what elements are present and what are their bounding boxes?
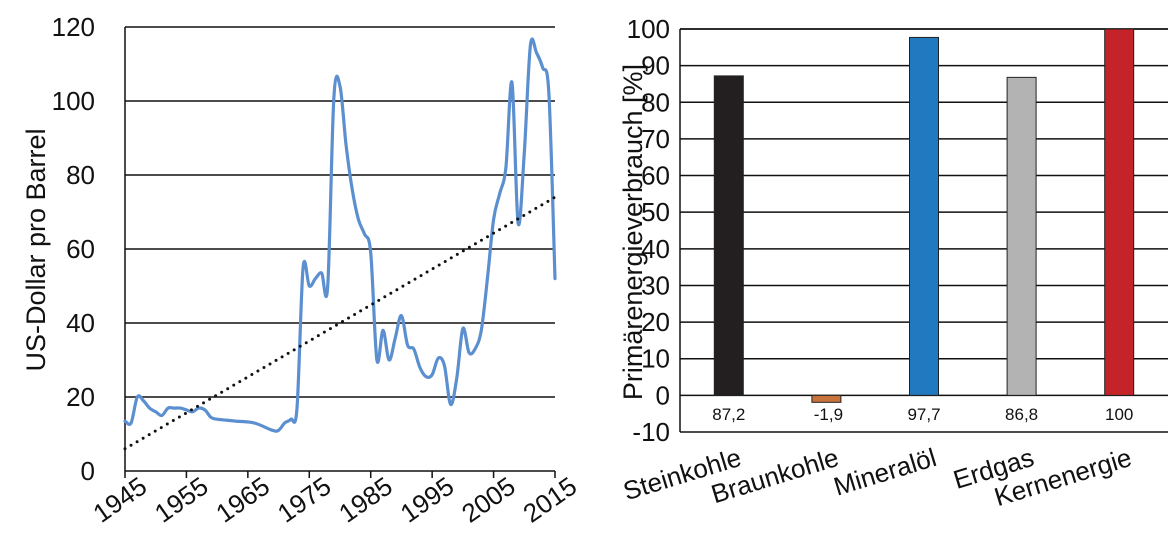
x-tick-label: 1965 [210, 471, 275, 529]
y-tick-label: 30 [641, 270, 670, 300]
x-tick-label: 2005 [456, 471, 521, 529]
bar-braunkohle [811, 394, 842, 403]
energy-bars [713, 28, 1135, 403]
bar-kernenergie [1104, 28, 1135, 396]
y-tick-label: 100 [52, 86, 95, 116]
y-tick-label: 80 [641, 87, 670, 117]
y-tick-label: 10 [641, 344, 670, 374]
oil-price-axes [124, 27, 556, 478]
x-tick-label: 1945 [88, 471, 153, 529]
y-tick-label: 90 [641, 51, 670, 81]
y-tick-label: 20 [641, 307, 670, 337]
x-tick-label: 1975 [272, 471, 337, 529]
trend-line-dotted [123, 195, 557, 451]
y-tick-label: 50 [641, 197, 670, 227]
bar-steinkohle [713, 75, 744, 396]
bar-erdgas [1006, 76, 1037, 396]
oil-price-series-group [123, 37, 557, 451]
oil-price-chart: 0 20 40 60 80 100 120 194519551965197519851995… [21, 12, 582, 529]
value-label: 97,7 [907, 405, 940, 424]
energy-value-labels: 87,2 -1,9 97,7 86,8 100 [712, 405, 1133, 424]
y-tick-label: 70 [641, 124, 670, 154]
y-tick-label: 60 [641, 161, 670, 191]
bar-mineralöl [909, 36, 939, 396]
energy-y-axis-label: Primärenergieverbrauch [%] [618, 64, 648, 400]
energy-bar-chart: -10 0 10 20 30 40 50 60 70 80 90 100 87,2 -1,9 97,7 86… [618, 14, 1168, 512]
y-tick-label: 40 [66, 308, 95, 338]
y-tick-label: 20 [66, 382, 95, 412]
y-tick-label: 100 [627, 14, 670, 44]
y-tick-label: 0 [81, 456, 95, 486]
value-label: 86,8 [1005, 405, 1038, 424]
y-tick-label: 40 [641, 234, 670, 264]
oil-price-y-tick-labels: 0 20 40 60 80 100 120 [52, 12, 95, 486]
y-tick-label: 80 [66, 160, 95, 190]
oil-price-gridlines [125, 26, 555, 398]
x-tick-label: 2015 [518, 471, 583, 529]
x-tick-label: 1985 [333, 471, 398, 529]
category-label: Mineralöl [830, 442, 940, 502]
oil-price-y-axis-label: US-Dollar pro Barrel [21, 128, 51, 371]
y-tick-label: -10 [632, 417, 670, 447]
value-label: -1,9 [814, 405, 843, 424]
x-tick-label: 1995 [395, 471, 460, 529]
x-tick-label: 1955 [149, 471, 214, 529]
oil-price-line [123, 37, 557, 433]
energy-y-tick-labels: -10 0 10 20 30 40 50 60 70 80 90 100 [627, 14, 670, 447]
y-tick-label: 60 [66, 234, 95, 264]
value-label: 87,2 [712, 405, 745, 424]
y-tick-label: 0 [656, 380, 670, 410]
value-label: 100 [1105, 405, 1133, 424]
y-tick-label: 120 [52, 12, 95, 42]
energy-plot-frame [679, 28, 1168, 433]
